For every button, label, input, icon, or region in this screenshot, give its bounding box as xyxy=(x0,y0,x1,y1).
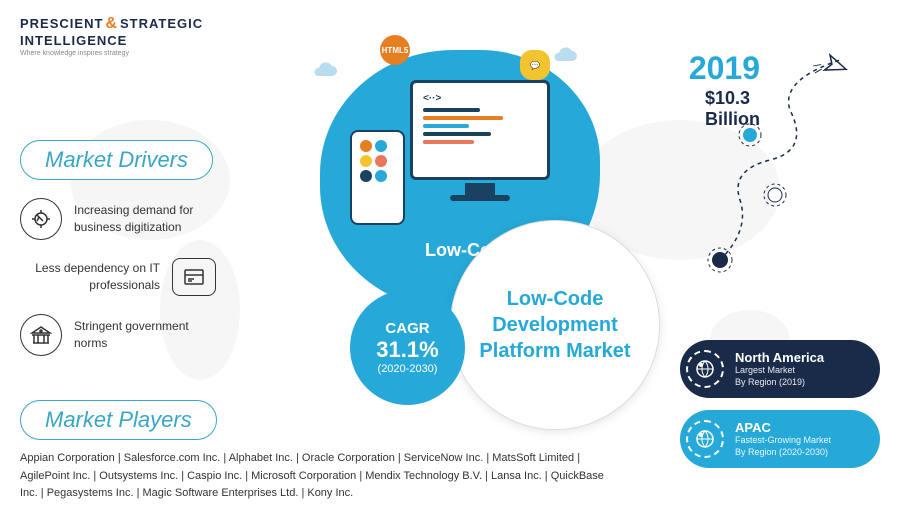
players-title: Market Players xyxy=(20,400,217,440)
driver-item: Less dependency on IT professionals xyxy=(20,258,216,296)
driver-item: Increasing demand for business digitizat… xyxy=(20,198,216,240)
globe-icon xyxy=(686,350,724,388)
players-list: Appian Corporation | Salesforce.com Inc.… xyxy=(20,450,620,503)
chat-icon: 💬 xyxy=(520,50,550,80)
market-title-circle: Low-Code Development Platform Market xyxy=(450,220,660,430)
cloud-icon xyxy=(550,45,580,65)
region-apac: APAC Fastest-Growing Market By Region (2… xyxy=(680,410,880,468)
cloud-icon xyxy=(310,60,340,80)
market-drivers-section: Market Drivers Increasing demand for bus… xyxy=(20,140,216,374)
company-logo: PRESCIENT&STRATEGIC INTELLIGENCE Where k… xyxy=(20,15,203,57)
monitor-icon: <··> xyxy=(410,80,550,180)
stat-value: $10.3Billion xyxy=(705,88,760,130)
stat-year: 2019 xyxy=(689,50,760,87)
it-icon xyxy=(172,258,216,296)
region-north-america: North America Largest Market By Region (… xyxy=(680,340,880,398)
driver-item: Stringent government norms xyxy=(20,314,216,356)
government-icon xyxy=(20,314,62,356)
drivers-title: Market Drivers xyxy=(20,140,213,180)
phone-icon xyxy=(350,130,405,225)
html5-badge: HTML5 xyxy=(380,35,410,65)
digitization-icon xyxy=(20,198,62,240)
cagr-badge: CAGR 31.1% (2020-2030) xyxy=(350,290,465,405)
globe-icon xyxy=(686,420,724,458)
